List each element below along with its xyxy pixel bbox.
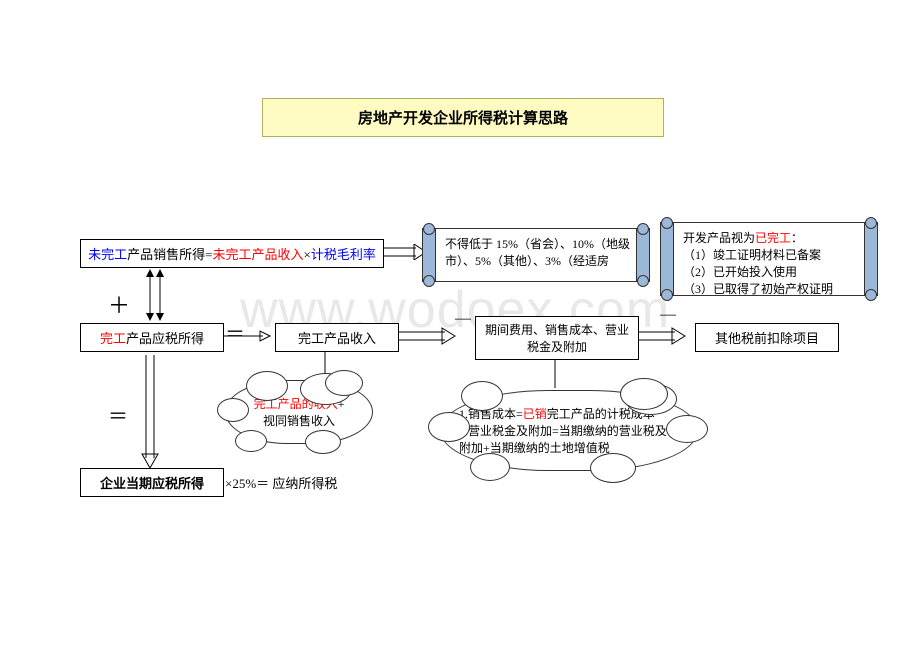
b2-p1: 完工 <box>100 331 126 346</box>
n2-l2: （1）竣工证明材料已备案 <box>683 246 863 263</box>
eq1: ＝ <box>225 318 245 347</box>
b1-mul: × <box>304 247 311 262</box>
n2-l1p1: 开发产品视为 <box>683 231 755 245</box>
c2-l1p1: 1.销售成本= <box>459 407 523 421</box>
minus1: — <box>455 310 471 328</box>
note-rate-limits: 不得低于 15%（省会）、10%（地级市）、5%（其他）、3%（经适房 <box>434 228 646 282</box>
b1-p1: 未完工 <box>88 247 127 262</box>
c2-l1p2: 已销 <box>523 407 547 421</box>
box-finished-revenue: 完工产品收入 <box>275 323 399 352</box>
scroll2-cap-l <box>660 222 674 296</box>
arrow-h1 <box>215 326 275 346</box>
b1-p4: 计税毛利率 <box>311 247 376 262</box>
cloud-revenue-note: 完工产品的收入+ 视同销售收入 <box>225 380 373 444</box>
c1-l1p1: 完工产品的收入 <box>254 397 338 411</box>
title-box: 房地产开发企业所得税计算思路 <box>262 98 664 137</box>
n2-l4: （3）已取得了初始产权证明 <box>683 280 863 297</box>
note-completion-criteria: 开发产品视为已完工： （1）竣工证明材料已备案 （2）已开始投入使用 （3）已取… <box>672 222 874 296</box>
minus2: — <box>660 306 676 324</box>
box-current-taxable: 企业当期应税所得 <box>80 468 224 497</box>
b1-eq: = <box>205 247 212 262</box>
arrow-to-note1 <box>378 244 428 260</box>
title-text: 房地产开发企业所得税计算思路 <box>358 111 568 127</box>
c1-l2: 视同销售收入 <box>244 412 354 429</box>
b1-p2: 产品销售所得 <box>127 247 205 262</box>
n2-l3: （2）已开始投入使用 <box>683 263 863 280</box>
arrow-v1 <box>140 265 170 325</box>
eq2: ＝ <box>108 400 128 429</box>
scroll1-cap-r <box>636 228 650 282</box>
box-other-deductions: 其他税前扣除项目 <box>695 323 839 352</box>
b1-p3: 未完工产品收入 <box>213 247 304 262</box>
n2-l1p3: ： <box>791 231 803 245</box>
arrow-v2 <box>140 350 160 470</box>
scroll1-cap-l <box>422 228 436 282</box>
n2-l1p2: 已完工 <box>755 231 791 245</box>
scroll2-cap-r <box>864 222 878 296</box>
arrow-h2 <box>390 326 460 346</box>
c2-l2: 2.营业税金及附加=当期缴纳的营业税及 <box>459 422 679 439</box>
box-unfinished-income: 未完工产品销售所得=未完工产品收入×计税毛利率 <box>80 239 384 268</box>
cloud-cost-note: 1.销售成本=已销完工产品的计税成本 2.营业税金及附加=当期缴纳的营业税及 附… <box>440 390 698 471</box>
c1-l1p2: + <box>338 397 345 411</box>
tax-rate-text: ×25%＝ 应纳所得税 <box>225 473 337 492</box>
box-finished-taxable: 完工产品应税所得 <box>80 323 224 352</box>
plus-sign: ＋ <box>108 288 130 320</box>
note1-text: 不得低于 15%（省会）、10%（地级市）、5%（其他）、3%（经适房 <box>445 237 630 268</box>
box-costs: 期间费用、销售成本、营业税金及附加 <box>475 316 639 360</box>
b2-p2: 产品应税所得 <box>126 331 204 346</box>
arrow-h3 <box>630 326 690 346</box>
